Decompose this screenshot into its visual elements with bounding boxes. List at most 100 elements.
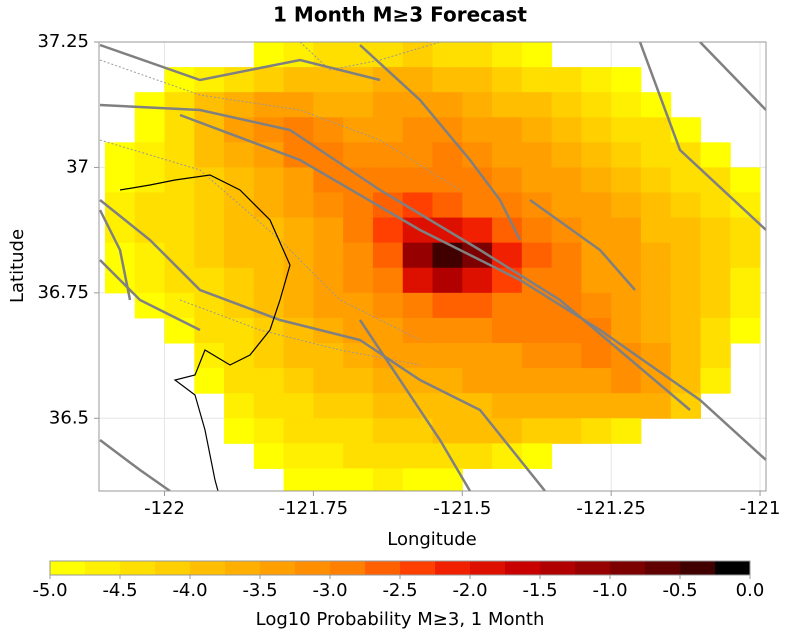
colorbar-swatch [505, 561, 541, 575]
heat-cell [372, 368, 404, 394]
heat-cell [372, 418, 404, 444]
heat-cell [670, 242, 701, 269]
heat-cell [402, 167, 433, 194]
x-tick-label: -121 [740, 498, 781, 519]
heat-cell [521, 418, 553, 444]
heat-cell [134, 92, 166, 118]
heat-cell [253, 142, 285, 168]
heat-cell [462, 217, 493, 244]
x-tick-label: -121.75 [279, 498, 348, 519]
heat-cell [432, 393, 463, 419]
heat-cell [670, 292, 701, 319]
heat-cell [104, 142, 136, 168]
y-tick-label: 37.25 [37, 31, 89, 52]
heat-cell [581, 67, 612, 93]
heat-cell [700, 142, 731, 168]
heat-cell [372, 267, 404, 294]
heat-cell [700, 317, 731, 344]
heat-cell [194, 242, 225, 269]
heat-cell [730, 192, 761, 219]
heat-cell [700, 343, 731, 369]
colorbar-tick-label: -3.5 [242, 580, 277, 601]
heat-cell [581, 92, 612, 118]
heat-cell [432, 42, 463, 68]
colorbar-swatch [85, 561, 121, 575]
heat-cell [462, 42, 493, 68]
heat-cell [253, 192, 285, 219]
heat-cell [492, 142, 523, 168]
heat-cell [224, 418, 255, 444]
heat-cell [551, 368, 582, 394]
heat-cell [670, 317, 701, 344]
heat-cell [700, 192, 731, 219]
heat-cell [372, 468, 404, 491]
heat-cell [611, 317, 642, 344]
heat-cell [253, 343, 285, 369]
heat-cell [343, 267, 374, 294]
minor-fault [99, 139, 421, 341]
heat-cell [402, 242, 433, 269]
heat-cell [551, 92, 582, 118]
chart-title: 1 Month M≥3 Forecast [273, 3, 527, 27]
colorbar-tick-label: -5.0 [32, 580, 67, 601]
heat-cell [521, 317, 553, 344]
heat-cell [402, 117, 433, 143]
heat-cell [670, 167, 701, 194]
heat-cell [521, 217, 553, 244]
colorbar-tick-label: -3.0 [312, 580, 347, 601]
heat-cell [313, 92, 344, 118]
heat-cell [253, 267, 285, 294]
heat-cell [283, 242, 314, 269]
colorbar-swatch [645, 561, 681, 575]
colorbar-swatch [260, 561, 296, 575]
heat-cell [611, 117, 642, 143]
colorbar-tick-label: -1.5 [522, 580, 557, 601]
heat-cell [253, 368, 285, 394]
heat-cell [224, 142, 255, 168]
heat-cell [640, 267, 672, 294]
heat-cell [283, 192, 314, 219]
heat-cell [432, 343, 463, 369]
heat-cell [492, 67, 523, 93]
heat-cell [521, 443, 553, 469]
heat-cell [253, 418, 285, 444]
colorbar-tick-label: -4.0 [172, 580, 207, 601]
heat-cell [313, 292, 344, 319]
colorbar: -5.0 -4.5 -4.0 -3.5 -3.0 -2.5 -2.0 -1.5 -1.0 -0.5… [32, 560, 764, 601]
heat-cell [492, 393, 523, 419]
heat-cell [640, 192, 672, 219]
heat-cell [194, 217, 225, 244]
heat-cell [521, 92, 553, 118]
heat-cell [551, 242, 582, 269]
heat-cell [224, 317, 255, 344]
colorbar-swatch [225, 561, 261, 575]
heat-cell [462, 343, 493, 369]
heat-cell [462, 117, 493, 143]
heat-cell [700, 292, 731, 319]
heat-cell [164, 192, 195, 219]
heat-cell [640, 292, 672, 319]
heat-cell [521, 42, 553, 68]
heat-cell [343, 142, 374, 168]
heat-cell [402, 42, 433, 68]
heat-cell [611, 368, 642, 394]
heat-cell [343, 117, 374, 143]
colorbar-swatch [190, 561, 226, 575]
colorbar-tick-label: -0.5 [662, 580, 697, 601]
heat-cell [313, 468, 344, 491]
heat-cell [700, 368, 731, 394]
colorbar-tick-label: -1.0 [592, 580, 627, 601]
fault [99, 209, 132, 301]
heat-cell [104, 167, 136, 194]
heat-cell [521, 67, 553, 93]
heat-cell [283, 292, 314, 319]
heat-cell [134, 242, 166, 269]
heat-cell [253, 117, 285, 143]
heat-cell [551, 167, 582, 194]
heat-cell [402, 443, 433, 469]
heat-cell [313, 267, 344, 294]
heat-cell [432, 443, 463, 469]
heat-cell [462, 418, 493, 444]
heat-cell [551, 142, 582, 168]
heat-cell [343, 242, 374, 269]
